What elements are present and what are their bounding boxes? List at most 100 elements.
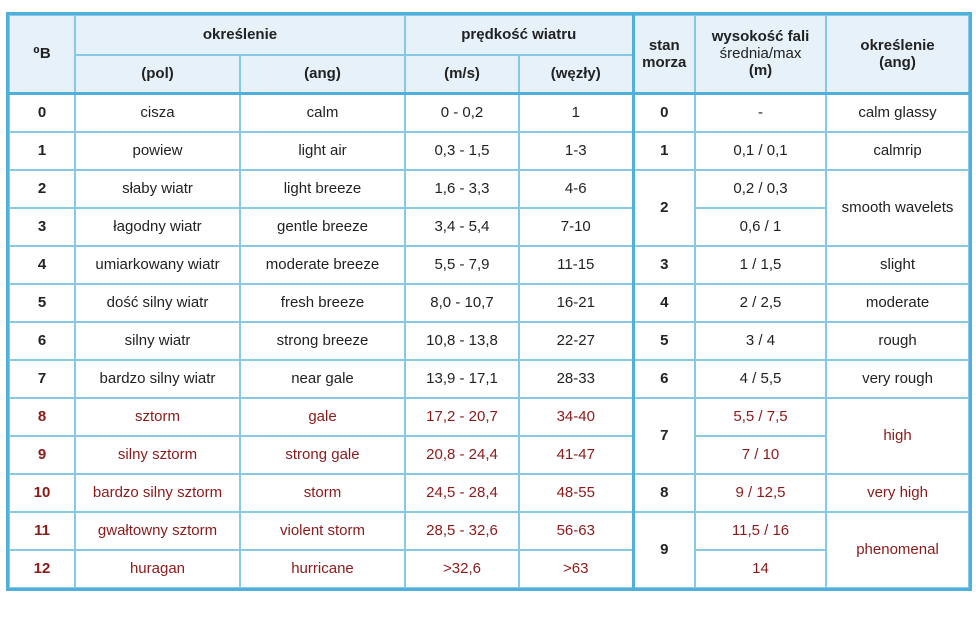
- speed-knots: 1: [517, 92, 635, 133]
- sea-state: 1: [631, 130, 697, 171]
- term-ang: violent storm: [239, 510, 406, 551]
- term-pol: powiew: [74, 130, 241, 171]
- term-pol: umiarkowany wiatr: [74, 244, 241, 285]
- beaufort-number: 8: [8, 396, 76, 437]
- sea-state: 4: [631, 282, 697, 323]
- header-wysokosc-fali: wysokość fali średnia/max (m): [694, 14, 828, 95]
- table-row: 3 łagodny wiatr gentle breeze 3,4 - 5,4 …: [8, 206, 969, 247]
- table-row: 11 gwałtowny sztorm violent storm 28,5 -…: [8, 510, 971, 589]
- sea-term: calm glassy: [825, 92, 971, 133]
- speed-ms: 1,6 - 3,3: [404, 168, 520, 209]
- beaufort-number: 6: [8, 320, 76, 361]
- term-ang: gale: [239, 396, 406, 437]
- beaufort-number: 10: [8, 472, 76, 513]
- header-pol: (pol): [74, 54, 241, 95]
- wave-height: 0,2 / 0,3: [694, 168, 828, 209]
- wave-height: 0,6 / 1: [694, 206, 828, 247]
- sea-term: slight: [825, 244, 971, 285]
- beaufort-table-container: ⁰B określenie prędkość wiatru stan morza…: [5, 12, 973, 591]
- beaufort-number: 11: [8, 510, 76, 551]
- term-ang: gentle breeze: [239, 206, 406, 247]
- term-ang: storm: [239, 472, 406, 513]
- wave-height: 1 / 1,5: [694, 244, 828, 285]
- sea-state: 3: [631, 244, 697, 285]
- speed-knots: 11-15: [517, 244, 635, 285]
- beaufort-number: 1: [8, 130, 76, 171]
- speed-ms: 24,5 - 28,4: [404, 472, 520, 513]
- term-pol: huragan: [74, 548, 241, 589]
- term-ang: strong breeze: [239, 320, 406, 361]
- table-row: 6 silny wiatr strong breeze 10,8 - 13,8 …: [8, 320, 971, 361]
- table-row: 8 sztorm gale 17,2 - 20,7 34-40 7 5,5 / …: [8, 396, 971, 475]
- speed-knots: 4-6: [517, 168, 635, 209]
- speed-ms: 8,0 - 10,7: [404, 282, 520, 323]
- header-okreslenie: określenie: [74, 14, 406, 56]
- beaufort-number: 7: [8, 358, 76, 399]
- header-ang: (ang): [239, 54, 406, 95]
- table-body: 0 cisza calm 0 - 0,2 1 0 - calm glassy 1…: [8, 92, 971, 589]
- wave-height: -: [694, 92, 828, 133]
- sea-term: rough: [825, 320, 971, 361]
- term-pol: słaby wiatr: [74, 168, 241, 209]
- speed-ms: >32,6: [404, 548, 520, 589]
- wave-height: 4 / 5,5: [694, 358, 828, 399]
- sea-term: moderate: [825, 282, 971, 323]
- wave-height: 11,5 / 16: [694, 510, 828, 551]
- wave-height: 9 / 12,5: [694, 472, 828, 513]
- table-row: 0 cisza calm 0 - 0,2 1 0 - calm glassy: [8, 92, 971, 133]
- table-row: 10 bardzo silny sztorm storm 24,5 - 28,4…: [8, 472, 971, 513]
- speed-ms: 20,8 - 24,4: [404, 434, 520, 475]
- sea-state: 7: [631, 396, 697, 475]
- speed-knots: >63: [517, 548, 635, 589]
- term-ang: strong gale: [239, 434, 406, 475]
- sea-state: 8: [631, 472, 697, 513]
- term-pol: dość silny wiatr: [74, 282, 241, 323]
- term-pol: bardzo silny wiatr: [74, 358, 241, 399]
- speed-knots: 41-47: [517, 434, 635, 475]
- header-stan-morza: stan morza: [631, 14, 697, 95]
- wave-height: 0,1 / 0,1: [694, 130, 828, 171]
- beaufort-number: 5: [8, 282, 76, 323]
- wave-height: 5,5 / 7,5: [694, 396, 828, 437]
- speed-knots: 34-40: [517, 396, 635, 437]
- header-okreslenie-ang: określenie (ang): [825, 14, 971, 95]
- term-pol: silny wiatr: [74, 320, 241, 361]
- term-pol: gwałtowny sztorm: [74, 510, 241, 551]
- table-row: 7 bardzo silny wiatr near gale 13,9 - 17…: [8, 358, 971, 399]
- header-ms: (m/s): [404, 54, 520, 95]
- term-ang: hurricane: [239, 548, 406, 589]
- wave-height: 2 / 2,5: [694, 282, 828, 323]
- wave-height: 7 / 10: [694, 434, 828, 475]
- table-row: 2 słaby wiatr light breeze 1,6 - 3,3 4-6…: [8, 168, 971, 247]
- speed-knots: 22-27: [517, 320, 635, 361]
- speed-ms: 3,4 - 5,4: [404, 206, 520, 247]
- sea-state: 0: [631, 92, 697, 133]
- sea-term: very high: [825, 472, 971, 513]
- term-ang: near gale: [239, 358, 406, 399]
- beaufort-number: 3: [8, 206, 76, 247]
- term-pol: silny sztorm: [74, 434, 241, 475]
- table-header: ⁰B określenie prędkość wiatru stan morza…: [8, 14, 971, 95]
- table-row: 12 huragan hurricane >32,6 >63 14: [8, 548, 969, 589]
- speed-ms: 5,5 - 7,9: [404, 244, 520, 285]
- term-pol: łagodny wiatr: [74, 206, 241, 247]
- beaufort-number: 9: [8, 434, 76, 475]
- term-ang: fresh breeze: [239, 282, 406, 323]
- speed-ms: 0 - 0,2: [404, 92, 520, 133]
- speed-knots: 16-21: [517, 282, 635, 323]
- term-ang: light air: [239, 130, 406, 171]
- speed-ms: 10,8 - 13,8: [404, 320, 520, 361]
- term-ang: moderate breeze: [239, 244, 406, 285]
- beaufort-number: 2: [8, 168, 76, 209]
- sea-state: 6: [631, 358, 697, 399]
- wave-height: 14: [694, 548, 828, 589]
- speed-ms: 0,3 - 1,5: [404, 130, 520, 171]
- header-wezly: (węzły): [517, 54, 635, 95]
- sea-state: 9: [631, 510, 697, 589]
- speed-knots: 1-3: [517, 130, 635, 171]
- speed-ms: 28,5 - 32,6: [404, 510, 520, 551]
- speed-knots: 56-63: [517, 510, 635, 551]
- beaufort-number: 4: [8, 244, 76, 285]
- sea-term: very rough: [825, 358, 971, 399]
- sea-term: smooth wavelets: [825, 168, 971, 247]
